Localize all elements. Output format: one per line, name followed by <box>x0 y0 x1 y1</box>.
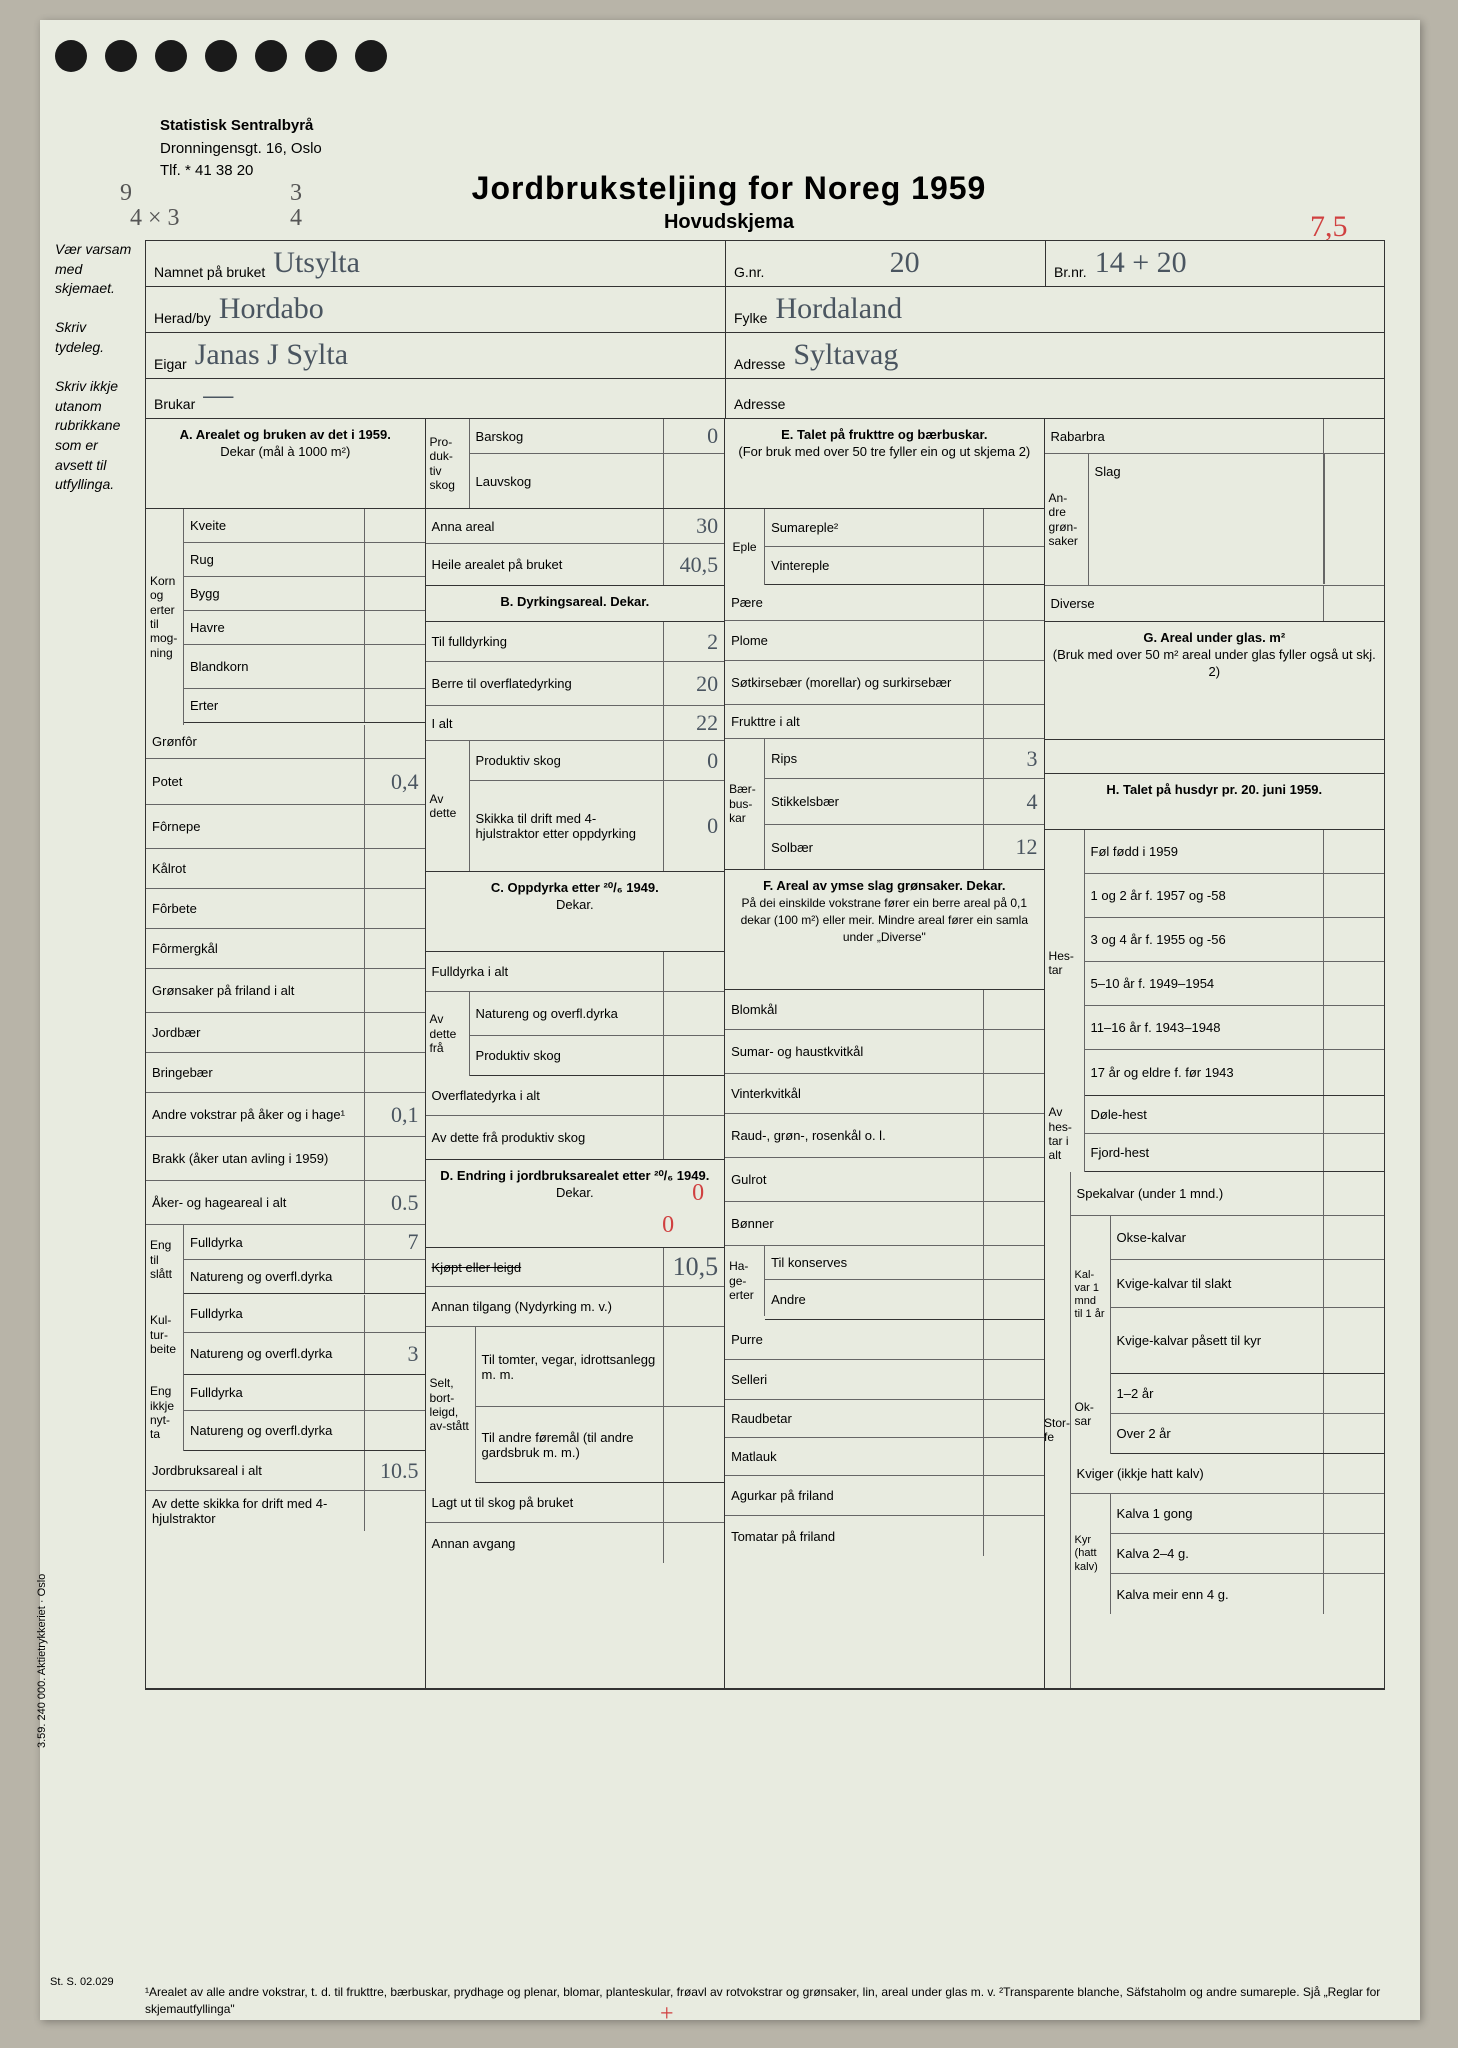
namnet-value: Utsylta <box>273 246 717 280</box>
prodskog-value: 0 <box>664 741 724 780</box>
main-columns: A. Arealet og bruken av det i 1959. Deka… <box>146 419 1384 1689</box>
fulldyrka-value: 7 <box>365 1225 425 1259</box>
tilfull-value: 2 <box>664 622 724 661</box>
fylke-value: Hordaland <box>775 292 1376 326</box>
column-G-H: Rabarbra An-dre grøn-saker Slag Diverse … <box>1045 419 1384 1688</box>
barskog-value: 0 <box>664 419 724 453</box>
heile-value: 40,5 <box>664 544 724 585</box>
skikka-value: 0 <box>664 781 724 871</box>
adr2-label: Adresse <box>734 396 785 412</box>
footnote: ¹Arealet av alle andre vokstrar, t. d. t… <box>145 1984 1385 2018</box>
adr1-label: Adresse <box>734 356 785 372</box>
column-A: A. Arealet og bruken av det i 1959. Deka… <box>146 419 426 1688</box>
stikkelsbaer-value: 4 <box>984 779 1044 824</box>
eigar-label: Eigar <box>154 356 187 372</box>
d-zero2: 0 <box>692 1178 704 1209</box>
form-title: Jordbruksteljing for Noreg 1959 Hovudskj… <box>0 170 1458 234</box>
column-B-C-D: Pro-duk-tiv skog Barskog0 Lauvskog Anna … <box>426 419 726 1688</box>
andre-value: 0,1 <box>365 1093 425 1136</box>
eigar-value: Janas J Sylta <box>195 338 717 372</box>
aker-hage-value: 0.5 <box>365 1181 425 1224</box>
herad-value: Hordabo <box>219 292 717 326</box>
kultur-nat-value: 3 <box>365 1333 425 1374</box>
adr1-value: Syltavag <box>793 338 1376 372</box>
potet-value: 0,4 <box>365 759 425 804</box>
namnet-label: Namnet på bruket <box>154 264 265 280</box>
brnr-label: Br.nr. <box>1054 264 1087 280</box>
handwrite-tr-red: 7,5 <box>1310 210 1348 244</box>
gnr-label: G.nr. <box>734 264 764 280</box>
anna-value: 30 <box>664 509 724 543</box>
herad-label: Herad/by <box>154 310 211 326</box>
punch-holes <box>55 40 387 72</box>
ialt-value: 22 <box>664 706 724 740</box>
berre-value: 20 <box>664 662 724 705</box>
d-zero1: 0 <box>662 1210 674 1241</box>
org-name: Statistisk Sentralbyrå <box>160 117 313 134</box>
jordbruks-alt-value: 10.5 <box>365 1451 425 1490</box>
red-plus-mark: + <box>660 2001 674 2028</box>
rips-value: 3 <box>984 739 1044 778</box>
brukar-value: — <box>203 378 717 412</box>
sidetext-2: St. S. 02.029 <box>50 1976 114 1988</box>
korn-sidelabel: Korn og erter til mog-ning <box>146 509 184 725</box>
left-instructions: Vær varsam med skjemaet. Skriv tydeleg. … <box>55 240 135 495</box>
brukar-label: Brukar <box>154 396 195 412</box>
gnr-value: 20 <box>772 246 1037 280</box>
brnr-value: 14 + 20 <box>1095 246 1376 280</box>
column-E-F: E. Talet på frukttre og bærbuskar.(For b… <box>725 419 1044 1688</box>
form-grid: Namnet på bruketUtsylta G.nr.20 Br.nr.14… <box>145 240 1385 1690</box>
fylke-label: Fylke <box>734 310 767 326</box>
kjopt-value: 10,5 <box>664 1248 724 1286</box>
solbaer-value: 12 <box>984 825 1044 869</box>
sidetext-1: 3.59. 240 000. Aktietrykkeriet · Oslo <box>36 1574 48 1748</box>
